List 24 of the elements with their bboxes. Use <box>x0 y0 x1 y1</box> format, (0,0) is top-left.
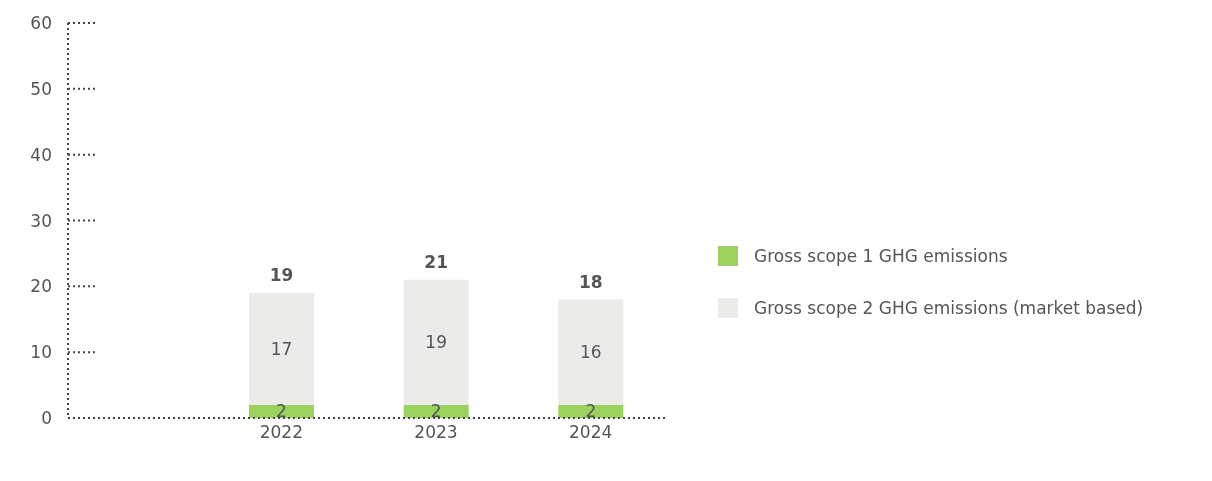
data-label: 16 <box>580 342 602 363</box>
total-label: 18 <box>579 271 603 292</box>
x-tick-label: 2023 <box>414 422 458 443</box>
legend-label: Gross scope 1 GHG emissions <box>754 246 1008 266</box>
y-tick-label: 30 <box>30 210 52 231</box>
data-label: 2 <box>276 401 287 422</box>
data-label: 2 <box>585 401 597 422</box>
total-label: 19 <box>269 264 294 285</box>
data-label: 17 <box>270 338 293 359</box>
y-tick-label: 50 <box>30 78 52 99</box>
y-tick-label: 10 <box>30 342 52 363</box>
y-tick-label: 20 <box>30 276 52 297</box>
y-tick-label: 40 <box>30 144 52 165</box>
x-tick-label: 2024 <box>569 422 613 443</box>
x-tick-label: 2022 <box>259 422 303 443</box>
legend-label: Gross scope 2 GHG emissions (market based) <box>754 298 1144 318</box>
bar <box>249 292 314 405</box>
bar <box>403 279 469 405</box>
data-label: 2 <box>430 401 442 422</box>
bar <box>558 299 624 405</box>
total-label: 21 <box>424 251 448 272</box>
y-tick-label: 60 <box>30 13 52 33</box>
data-label: 19 <box>425 332 447 353</box>
y-tick-label: 0 <box>41 408 52 428</box>
